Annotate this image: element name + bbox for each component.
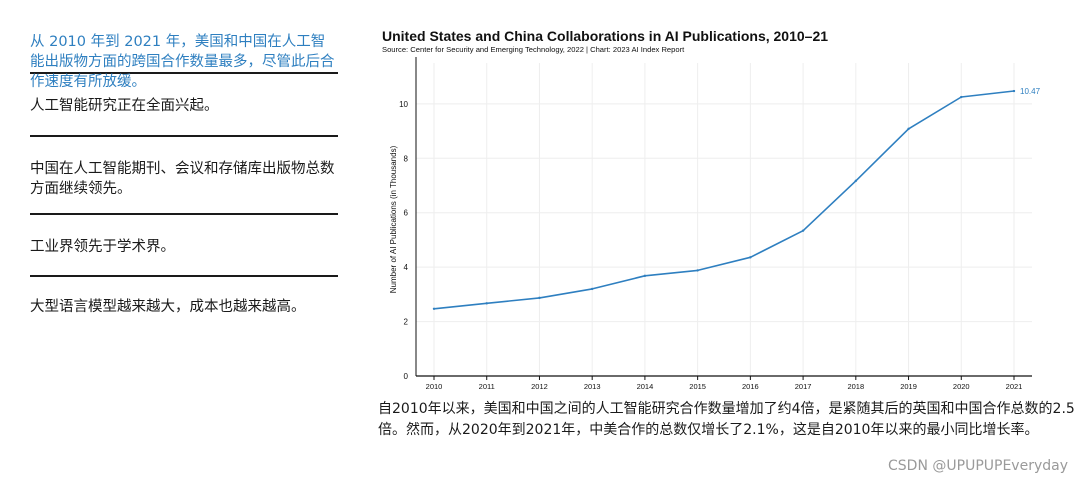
data-point [643, 274, 647, 278]
sidebar-item[interactable]: 中国在人工智能期刊、会议和存储库出版物总数方面继续领先。 [30, 137, 338, 215]
x-tick-label: 2021 [1006, 382, 1023, 391]
x-tick-label: 2013 [584, 382, 601, 391]
data-point [854, 179, 858, 183]
chart: United States and China Collaborations i… [382, 28, 1062, 398]
y-tick-label: 2 [404, 318, 409, 327]
sidebar-item[interactable]: 人工智能研究正在全面兴起。 [30, 74, 338, 137]
x-tick-label: 2018 [847, 382, 864, 391]
data-point [960, 95, 963, 99]
sidebar-item[interactable]: 大型语言模型越来越大，成本也越来越高。 [30, 277, 338, 317]
sidebar-highlight-text: 从 2010 年到 2021 年，美国和中国在人工智能出版物方面的跨国合作数量最… [30, 34, 335, 90]
grid-layer [416, 63, 1032, 376]
y-tick-label: 10 [399, 100, 408, 109]
x-tick-label: 2020 [953, 382, 970, 391]
data-point [907, 127, 910, 131]
sidebar: 从 2010 年到 2021 年，美国和中国在人工智能出版物方面的跨国合作数量最… [30, 0, 338, 317]
x-tick-label: 2011 [479, 382, 495, 391]
series-line [433, 90, 1015, 310]
x-tick-label: 2010 [426, 382, 443, 391]
x-tick-label: 2019 [900, 382, 917, 391]
y-tick-label: 6 [404, 209, 409, 218]
sidebar-item-label: 中国在人工智能期刊、会议和存储库出版物总数方面继续领先。 [30, 161, 335, 197]
line-chart-svg: 0 2 4 6 8 10 2010 2011 2012 2013 2014 2015 2016 2017 2… [389, 57, 1041, 391]
chart-caption: 自2010年以来，美国和中国之间的人工智能研究合作数量增加了约4倍，是紧随其后的… [378, 401, 1075, 438]
axis-layer: 0 2 4 6 8 10 2010 2011 2012 2013 2014 2015 2016 2017 2… [389, 57, 1032, 391]
chart-title: United States and China Collaborations i… [382, 28, 829, 44]
sidebar-highlight[interactable]: 从 2010 年到 2021 年，美国和中国在人工智能出版物方面的跨国合作数量最… [30, 0, 338, 90]
data-point [801, 229, 805, 232]
data-point [1012, 89, 1016, 93]
y-tick-label: 8 [404, 154, 409, 163]
data-point [696, 269, 699, 272]
x-tick-label: 2015 [689, 382, 706, 391]
sidebar-item-label: 工业界领先于学术界。 [30, 239, 175, 255]
y-tick-label: 0 [404, 372, 409, 381]
y-tick-label: 4 [404, 263, 409, 272]
x-tick-label: 2017 [795, 382, 812, 391]
chart-source: Source: Center for Security and Emerging… [382, 45, 685, 54]
y-axis-label: Number of AI Publications (in Thousands) [389, 145, 398, 293]
watermark: CSDN @UPUPUPEveryday [888, 458, 1068, 474]
series-layer: 10.47 [432, 87, 1041, 310]
data-point [485, 302, 488, 305]
data-point [749, 256, 752, 259]
sidebar-item-label: 人工智能研究正在全面兴起。 [30, 98, 219, 114]
sidebar-item[interactable]: 工业界领先于学术界。 [30, 215, 338, 277]
data-point [590, 287, 594, 291]
end-value-label: 10.47 [1020, 87, 1041, 96]
data-point [538, 296, 541, 300]
x-tick-label: 2016 [742, 382, 759, 391]
x-tick-label: 2014 [637, 382, 654, 391]
x-tick-label: 2012 [531, 382, 548, 391]
data-point [432, 307, 436, 310]
sidebar-item-label: 大型语言模型越来越大，成本也越来越高。 [30, 299, 306, 315]
